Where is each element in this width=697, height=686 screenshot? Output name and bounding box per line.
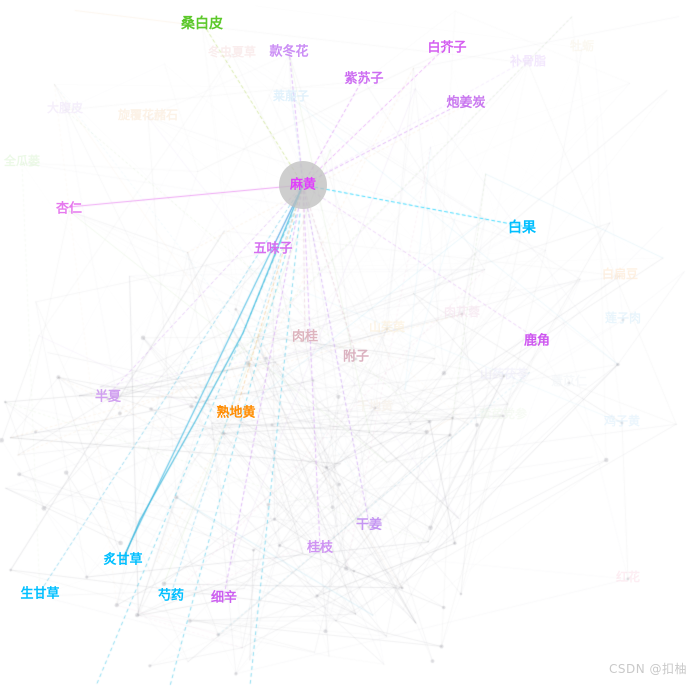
graph-node-label[interactable]: 桑白皮 bbox=[181, 16, 223, 32]
graph-node-label[interactable]: 附子 bbox=[342, 349, 370, 365]
graph-node-label[interactable]: 桂枝 bbox=[306, 540, 334, 556]
graph-node-label[interactable]: 白果 bbox=[508, 220, 536, 236]
graph-node-label[interactable]: 薏苡仁 bbox=[550, 374, 588, 388]
graph-node-label[interactable]: 冬虫夏草 bbox=[207, 45, 257, 59]
graph-node-label[interactable]: 生甘草 bbox=[20, 586, 60, 602]
graph-node-label[interactable]: 补骨脂 bbox=[509, 54, 547, 68]
graph-node-label[interactable]: 肉桂 bbox=[291, 329, 319, 345]
graph-node-label[interactable]: 干姜 bbox=[355, 517, 383, 533]
graph-node-label[interactable]: 莱菔子 bbox=[272, 89, 310, 103]
graph-node-label[interactable]: 干地黄 bbox=[356, 399, 394, 413]
hub-node-circle[interactable] bbox=[279, 161, 327, 209]
graph-node-label[interactable]: 半夏 bbox=[94, 389, 122, 405]
graph-node-label[interactable]: 杏仁 bbox=[55, 201, 83, 217]
hub-node-label[interactable]: 麻黄 bbox=[289, 177, 317, 193]
graph-node-label[interactable]: 鸡子黄 bbox=[603, 414, 641, 428]
graph-node-label[interactable]: 鹿角 bbox=[523, 333, 551, 349]
graph-node-label[interactable]: 款冬花 bbox=[269, 44, 309, 60]
graph-node-label[interactable]: 细辛 bbox=[210, 590, 238, 606]
graph-node-label[interactable]: 莲子肉 bbox=[604, 311, 642, 325]
graph-node-label[interactable]: 山药茯苓 bbox=[479, 367, 529, 381]
graph-node-label[interactable]: 红花 bbox=[615, 570, 641, 584]
graph-node-label[interactable]: 芍药 bbox=[157, 588, 185, 604]
csdn-watermark: CSDN @扣柚 bbox=[608, 662, 687, 676]
graph-node-label[interactable]: 熟地黄 bbox=[216, 405, 256, 421]
graph-node-label[interactable]: 炙甘草 bbox=[103, 552, 143, 568]
graph-node-label[interactable]: 旋覆花赭石 bbox=[117, 108, 179, 122]
graph-node-label[interactable]: 黄芪党参 bbox=[478, 407, 528, 421]
graph-node-label[interactable]: 五味子 bbox=[253, 241, 293, 257]
graph-node-label[interactable]: 大腹皮 bbox=[46, 101, 84, 115]
graph-node-label[interactable]: 紫苏子 bbox=[344, 71, 384, 87]
graph-node-label[interactable]: 白芥子 bbox=[427, 40, 467, 56]
graph-node-label[interactable]: 炮姜炭 bbox=[446, 95, 486, 111]
graph-node-label[interactable]: 白扁豆 bbox=[601, 267, 639, 281]
graph-node-label[interactable]: 肉苁蓉 bbox=[443, 305, 481, 319]
graph-node-label[interactable]: 全瓜蒌 bbox=[3, 154, 41, 168]
graph-node-label[interactable]: 牡蛎 bbox=[569, 39, 595, 53]
graph-node-label[interactable]: 山茱萸 bbox=[368, 320, 406, 334]
